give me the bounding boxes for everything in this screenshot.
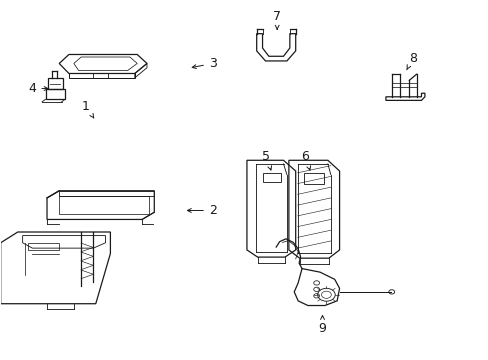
Text: 3: 3 bbox=[192, 57, 216, 70]
Text: 9: 9 bbox=[318, 316, 326, 335]
Text: 2: 2 bbox=[187, 204, 216, 217]
Text: 8: 8 bbox=[406, 51, 416, 70]
Text: 1: 1 bbox=[82, 100, 94, 118]
Text: 5: 5 bbox=[262, 150, 271, 170]
Text: 4: 4 bbox=[28, 82, 48, 95]
Text: 7: 7 bbox=[273, 10, 281, 29]
Text: 6: 6 bbox=[301, 150, 310, 170]
